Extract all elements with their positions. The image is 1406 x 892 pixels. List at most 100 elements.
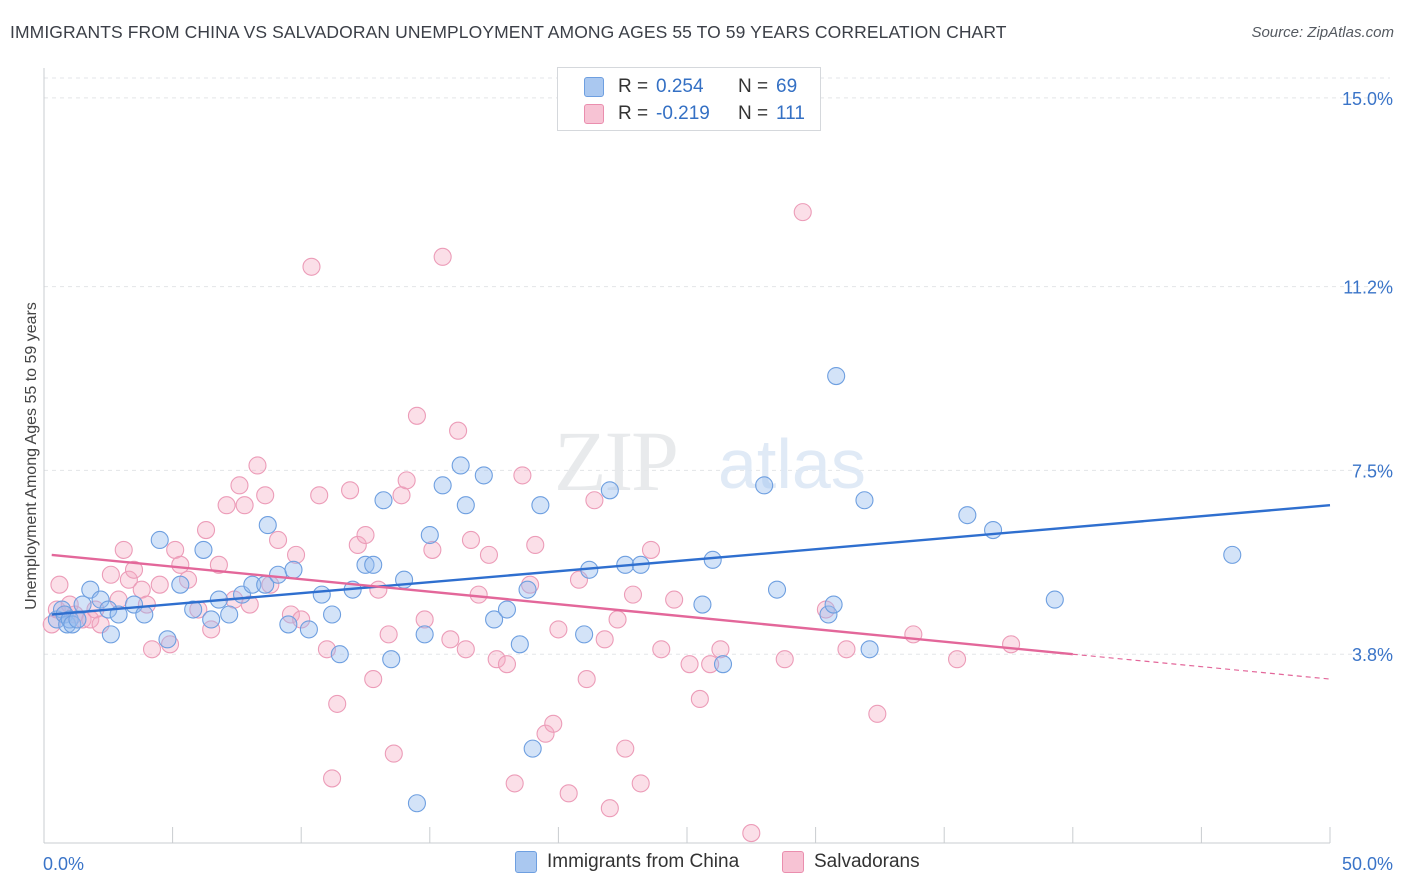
salvadorans-legend-swatch (782, 851, 804, 873)
salvadorans-point (341, 481, 360, 500)
salvadorans-point (217, 496, 236, 515)
salvadorans-point (302, 257, 321, 276)
watermark: ZIP atlas (554, 413, 866, 509)
salvadorans-point (577, 670, 596, 689)
china-point (374, 491, 393, 510)
china-point (485, 610, 504, 629)
salvadorans-point (711, 640, 730, 659)
china-trend-line (51, 504, 1331, 616)
salvadorans-point (441, 630, 460, 649)
china-point (1223, 545, 1242, 564)
x-tick-label-max: 50.0% (1342, 854, 1393, 874)
china-point (299, 620, 318, 639)
salvadorans-point (456, 640, 475, 659)
watermark-zip: ZIP (554, 413, 677, 509)
bottom-legend-salvadorans: Salvadorans (782, 851, 920, 873)
salvadorans-point (742, 824, 761, 843)
china-point (958, 506, 977, 525)
china-point (184, 600, 203, 619)
salvadorans-point (397, 471, 416, 490)
x-tick-label-min: 0.0% (43, 854, 84, 874)
salvadorans-point (348, 535, 367, 554)
china-point (220, 605, 239, 624)
salvadorans-point (623, 585, 643, 604)
china-point (364, 555, 383, 574)
china-point (135, 605, 154, 624)
correlation-legend: R = 0.254 N = 69 R = -0.219 N = 111 (557, 67, 821, 131)
n-value: 111 (776, 103, 805, 124)
salvadorans-point (230, 476, 249, 495)
chart-title: IMMIGRANTS FROM CHINA VS SALVADORAN UNEM… (10, 22, 1007, 42)
salvadorans-point (364, 670, 383, 689)
y-tick-label: 11.2% (1343, 278, 1393, 298)
china-point (703, 550, 722, 569)
china-point (171, 575, 190, 594)
salvadorans-point (793, 203, 812, 222)
salvadorans-point (379, 625, 398, 644)
china-point (284, 560, 303, 579)
china-point (451, 456, 470, 475)
salvadorans-point (323, 769, 342, 788)
china-legend-swatch (515, 851, 537, 873)
salvadorans-point (544, 714, 563, 733)
china-point (984, 520, 1003, 540)
salvadorans-point (487, 650, 506, 669)
china-point (407, 794, 426, 813)
salvadorans-point (384, 744, 403, 763)
salvadorans-point (665, 590, 684, 609)
y-tick-label: 15.0% (1342, 89, 1393, 109)
china-point (269, 565, 288, 584)
china-point (63, 615, 82, 634)
china-point (58, 615, 77, 634)
salvadorans-point (505, 774, 524, 793)
china-point (194, 540, 213, 559)
china-point (767, 580, 787, 599)
salvadorans-trend-extension (1072, 653, 1331, 680)
y-axis-label: Unemployment Among Ages 55 to 59 years (23, 302, 40, 610)
salvadorans-point (641, 540, 661, 559)
china-point (827, 367, 846, 386)
china-point (415, 625, 434, 644)
salvadorans-point (256, 486, 275, 505)
legend-row-salvadorans: R = -0.219 N = 111 (584, 101, 805, 127)
salvadorans-point (469, 585, 488, 604)
china-point (202, 610, 221, 629)
china-point (150, 530, 169, 550)
watermark-atlas: atlas (718, 425, 866, 503)
china-point (755, 476, 774, 495)
salvadorans-trend-line (51, 553, 1073, 656)
salvadorans-point (269, 530, 288, 550)
salvadorans-point (1002, 635, 1021, 654)
china-swatch (584, 77, 604, 97)
salvadorans-point (521, 575, 540, 594)
salvadorans-point (608, 610, 627, 629)
china-point (693, 595, 712, 614)
china-point (60, 610, 79, 629)
r-value: -0.219 (656, 103, 710, 124)
china-point (518, 580, 537, 599)
salvadorans-point (837, 640, 856, 659)
china-point (531, 496, 550, 515)
y-tick-label: 7.5% (1352, 461, 1393, 481)
china-point (433, 476, 452, 495)
salvadorans-point (101, 565, 120, 584)
salvadorans-point (433, 247, 452, 266)
salvadorans-point (235, 496, 254, 515)
n-label: N = (738, 103, 769, 124)
salvadorans-point (369, 580, 388, 599)
salvadorans-point (595, 630, 614, 649)
r-label: R = (618, 76, 649, 97)
salvadorans-point (171, 555, 190, 574)
china-point (855, 491, 874, 510)
tick-labels: 3.8% 7.5% 11.2% 15.0% 0.0% 50.0% (43, 89, 1393, 874)
source-label: Source: ZipAtlas.com (1251, 24, 1394, 41)
china-point (382, 650, 401, 669)
bottom-legend-china: Immigrants from China (515, 851, 739, 873)
salvadorans-point (209, 555, 228, 574)
salvadorans-point (775, 650, 794, 669)
n-value: 69 (776, 76, 798, 97)
china-point (330, 645, 349, 664)
china-legend-label: Immigrants from China (547, 851, 740, 872)
salvadorans-point (150, 575, 169, 594)
